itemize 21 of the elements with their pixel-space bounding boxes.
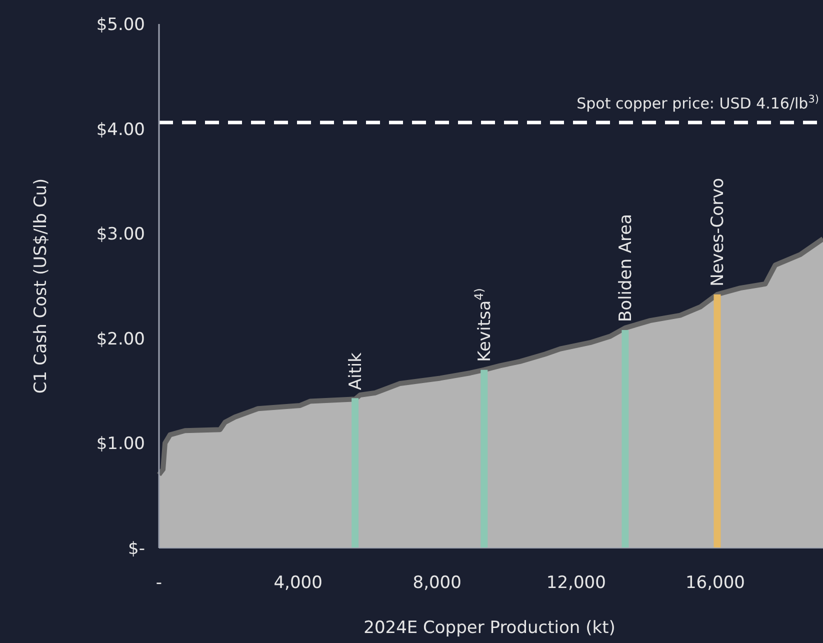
bar — [714, 294, 721, 548]
y-tick-label: $2.00 — [96, 329, 145, 350]
y-axis-title: C1 Cash Cost (US$/lb Cu) — [31, 178, 51, 394]
bar — [622, 330, 629, 548]
y-tick-label: $4.00 — [96, 120, 145, 140]
bar — [352, 398, 359, 548]
ref-line-label: Spot copper price: USD 4.16/lb$^{3)}$ — [576, 94, 819, 113]
bar — [480, 370, 488, 548]
x-tick-label: 4,000 — [274, 573, 322, 593]
y-tick-label: $1.00 — [96, 434, 145, 454]
y-tick-label: $5.00 — [96, 14, 145, 35]
x-tick-label: - — [156, 573, 162, 593]
x-tick-label: 8,000 — [412, 573, 462, 593]
annotation: Boliden Area — [616, 214, 636, 322]
x-tick-label: 12,000 — [546, 573, 606, 593]
y-tick-label: $- — [128, 538, 145, 559]
annotation: Aitik — [346, 352, 366, 390]
x-axis-title: 2024E Copper Production (kt) — [364, 618, 616, 638]
annotation: Neves-Corvo — [708, 178, 728, 286]
x-tick-label: 16,000 — [685, 573, 745, 593]
y-tick-label: $3.00 — [96, 224, 145, 245]
